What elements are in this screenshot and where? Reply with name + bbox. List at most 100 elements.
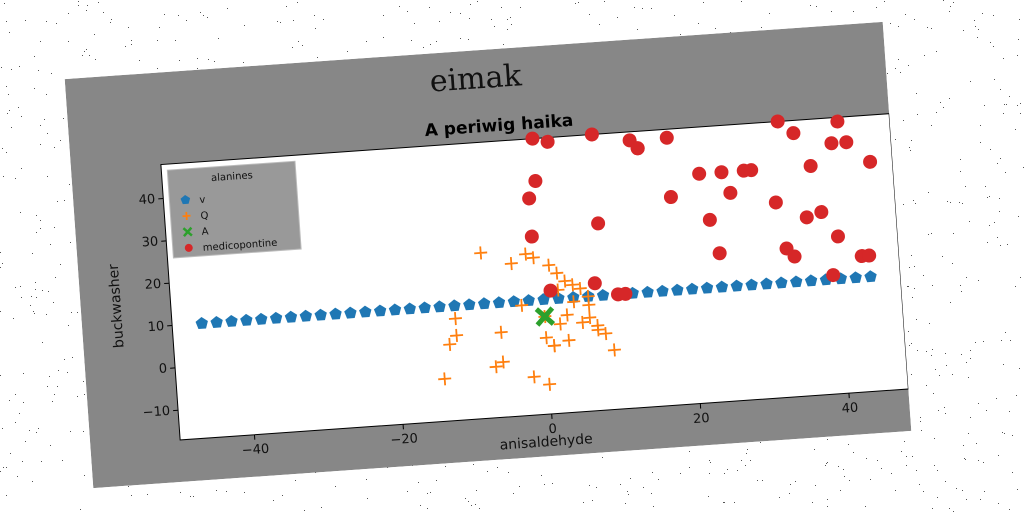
- point-medicopontine: [587, 276, 602, 291]
- legend-marker-A: [182, 226, 193, 237]
- point-v: [641, 285, 654, 298]
- point-medicopontine: [712, 246, 727, 261]
- legend-title: alanines: [211, 170, 254, 184]
- axis-ticks: −40 −20 0 20 40 −10 0 10 20 30 40: [138, 192, 859, 459]
- y-tick-label: 20: [144, 277, 162, 293]
- point-Q: [448, 311, 462, 326]
- point-v: [463, 298, 476, 311]
- point-v: [314, 308, 327, 321]
- figure-suptitle: eimak: [429, 58, 524, 99]
- point-medicopontine: [630, 141, 645, 156]
- point-medicopontine: [786, 126, 801, 141]
- point-v: [685, 282, 699, 295]
- point-medicopontine: [540, 134, 555, 149]
- point-Q: [558, 274, 572, 288]
- legend-box: [166, 160, 302, 259]
- point-medicopontine: [839, 135, 854, 150]
- point-v: [745, 278, 758, 291]
- point-medicopontine: [862, 248, 877, 263]
- legend-label-medicopontine: medicopontine: [202, 238, 277, 254]
- x-tick-label: −20: [390, 431, 418, 448]
- point-medicopontine: [692, 166, 707, 181]
- point-v: [715, 280, 729, 293]
- point-Q: [489, 360, 503, 374]
- point-Q: [496, 355, 510, 369]
- point-v: [255, 312, 268, 325]
- figure-canvas: eimak A periwig haika −40−2002040−100102…: [64, 21, 912, 489]
- point-Q: [547, 339, 561, 353]
- point-Q: [567, 295, 581, 309]
- y-tick-label: 40: [138, 192, 156, 208]
- point-Q: [607, 343, 621, 357]
- point-v: [477, 297, 491, 310]
- point-v: [700, 281, 714, 294]
- point-Q: [515, 298, 529, 312]
- point-medicopontine: [525, 131, 540, 146]
- x-tick-label: 20: [693, 411, 711, 427]
- point-Q: [550, 266, 564, 280]
- point-medicopontine: [824, 136, 839, 151]
- point-medicopontine: [584, 127, 599, 142]
- point-v: [240, 313, 253, 326]
- point-Q: [542, 258, 556, 272]
- x-tick-label: 0: [548, 422, 557, 438]
- point-v: [418, 301, 431, 314]
- point-Q: [576, 315, 590, 329]
- point-medicopontine: [524, 229, 539, 244]
- point-v: [269, 311, 283, 324]
- point-Q: [583, 311, 597, 325]
- point-Q: [560, 308, 574, 322]
- point-Q: [526, 251, 540, 265]
- point-medicopontine: [744, 163, 759, 178]
- series-Q: [438, 246, 621, 391]
- point-A: [534, 306, 556, 327]
- point-v: [284, 310, 298, 323]
- y-tick-label: 30: [141, 234, 159, 250]
- point-Q: [543, 377, 557, 391]
- figure: eimak A periwig haika −40 −20 0 20 40 −10 0 10 2…: [64, 21, 912, 489]
- point-Q: [599, 326, 613, 341]
- point-v: [507, 295, 520, 308]
- point-medicopontine: [702, 212, 717, 227]
- y-tick-label: 0: [158, 361, 167, 377]
- point-Q: [553, 317, 567, 331]
- point-v: [864, 270, 877, 283]
- point-medicopontine: [663, 190, 678, 205]
- point-Q: [438, 372, 452, 386]
- point-v: [433, 300, 446, 313]
- point-v: [804, 274, 818, 287]
- point-medicopontine: [714, 165, 729, 180]
- point-Q: [591, 319, 605, 333]
- point-v: [656, 284, 669, 297]
- point-medicopontine: [830, 229, 845, 244]
- point-Q: [443, 337, 457, 352]
- series-medicopontine: [522, 114, 878, 302]
- point-v: [299, 309, 312, 322]
- legend-marker-medicopontine: [184, 243, 193, 252]
- point-v: [373, 304, 387, 317]
- point-v: [210, 316, 223, 328]
- point-v: [730, 279, 743, 292]
- y-tick-label: 10: [147, 319, 165, 335]
- point-medicopontine: [528, 173, 543, 188]
- series-A: [534, 306, 556, 327]
- legend-marker-Q: [182, 211, 191, 220]
- point-Q: [582, 298, 596, 312]
- x-tick-label: 40: [841, 401, 859, 417]
- point-medicopontine: [799, 210, 814, 225]
- point-medicopontine: [863, 154, 878, 169]
- point-Q: [494, 325, 508, 339]
- legend-label-Q: Q: [200, 210, 209, 222]
- point-v: [388, 303, 402, 316]
- y-axis-label: buckwasher: [106, 263, 128, 348]
- point-Q: [565, 278, 580, 292]
- point-medicopontine: [803, 158, 818, 173]
- point-Q: [527, 370, 541, 384]
- point-v: [403, 302, 416, 315]
- point-medicopontine: [591, 216, 606, 231]
- point-medicopontine: [826, 268, 841, 283]
- point-v: [790, 275, 803, 288]
- point-medicopontine: [770, 114, 785, 129]
- point-v: [329, 307, 342, 320]
